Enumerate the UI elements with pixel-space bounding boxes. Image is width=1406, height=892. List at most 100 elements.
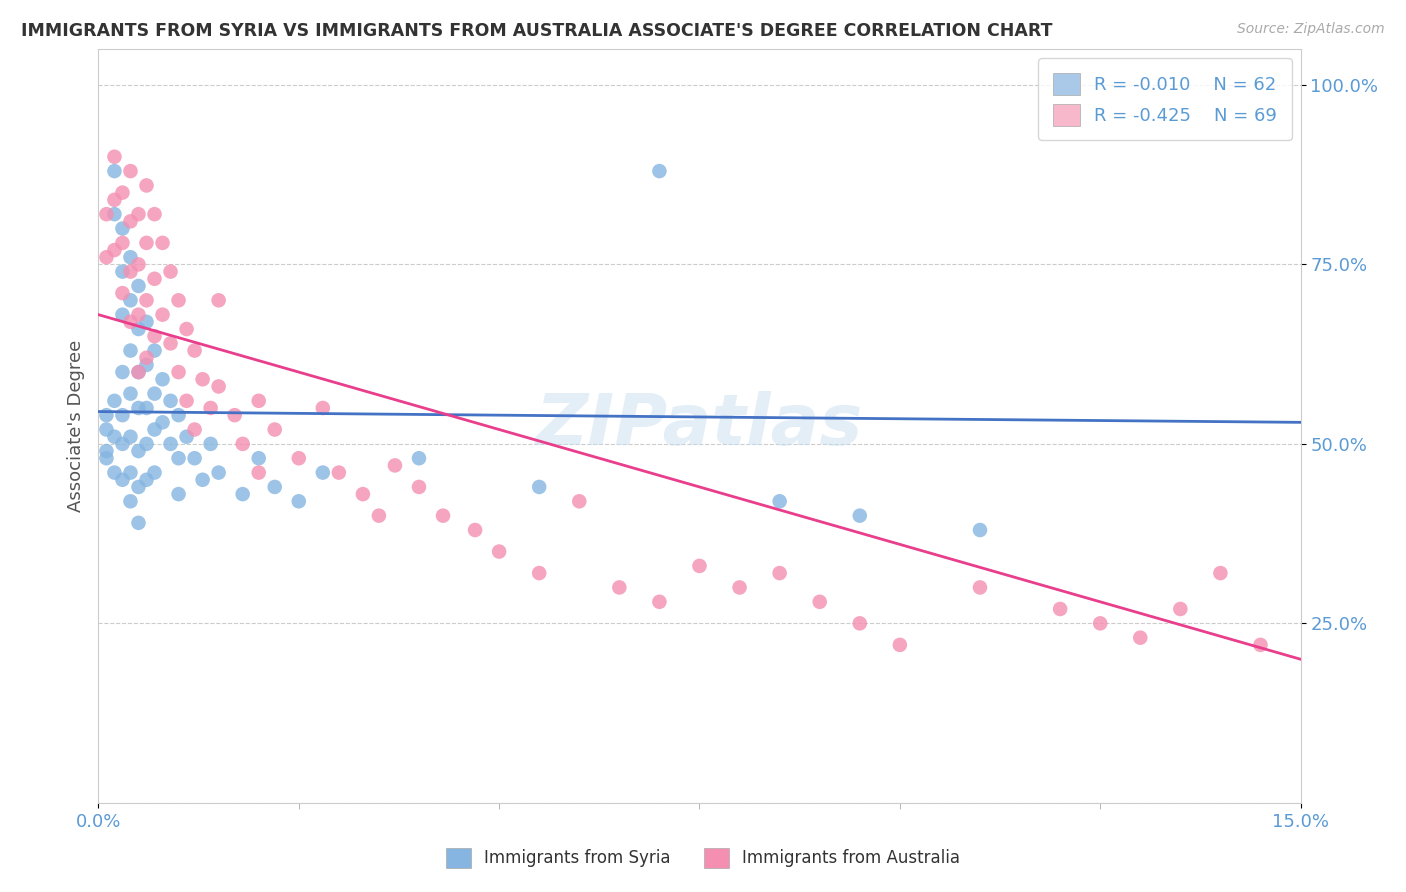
- Point: [167, 293, 190, 308]
- Point: [159, 264, 181, 278]
- Point: [1129, 631, 1152, 645]
- Point: [208, 293, 231, 308]
- Point: [135, 401, 157, 415]
- Point: [135, 315, 157, 329]
- Point: [143, 329, 166, 343]
- Point: [167, 365, 190, 379]
- Point: [609, 581, 631, 595]
- Point: [152, 415, 174, 429]
- Point: [768, 566, 790, 580]
- Point: [96, 207, 118, 221]
- Point: [120, 386, 142, 401]
- Point: [159, 336, 181, 351]
- Point: [103, 150, 125, 164]
- Point: [183, 423, 205, 437]
- Point: [408, 451, 430, 466]
- Point: [152, 372, 174, 386]
- Point: [159, 393, 181, 408]
- Text: IMMIGRANTS FROM SYRIA VS IMMIGRANTS FROM AUSTRALIA ASSOCIATE'S DEGREE CORRELATIO: IMMIGRANTS FROM SYRIA VS IMMIGRANTS FROM…: [21, 22, 1053, 40]
- Point: [176, 322, 198, 336]
- Point: [96, 408, 118, 422]
- Point: [135, 358, 157, 372]
- Point: [135, 235, 157, 250]
- Point: [568, 494, 591, 508]
- Point: [128, 365, 150, 379]
- Point: [111, 264, 134, 278]
- Point: [849, 508, 872, 523]
- Point: [143, 272, 166, 286]
- Point: [128, 308, 150, 322]
- Point: [648, 164, 671, 178]
- Point: [135, 178, 157, 193]
- Point: [200, 401, 222, 415]
- Point: [103, 243, 125, 257]
- Point: [96, 250, 118, 264]
- Point: [128, 444, 150, 458]
- Point: [120, 214, 142, 228]
- Point: [183, 343, 205, 358]
- Point: [135, 437, 157, 451]
- Point: [176, 393, 198, 408]
- Point: [232, 437, 254, 451]
- Point: [288, 494, 311, 508]
- Point: [111, 235, 134, 250]
- Point: [152, 235, 174, 250]
- Point: [408, 480, 430, 494]
- Point: [263, 480, 285, 494]
- Point: [111, 408, 134, 422]
- Point: [128, 322, 150, 336]
- Point: [111, 473, 134, 487]
- Point: [808, 595, 831, 609]
- Point: [183, 451, 205, 466]
- Point: [328, 466, 350, 480]
- Point: [432, 508, 454, 523]
- Point: [208, 466, 231, 480]
- Point: [103, 393, 125, 408]
- Point: [135, 293, 157, 308]
- Point: [128, 516, 150, 530]
- Text: ZIPatlas: ZIPatlas: [536, 392, 863, 460]
- Point: [111, 308, 134, 322]
- Point: [135, 351, 157, 365]
- Point: [688, 558, 710, 573]
- Point: [368, 508, 391, 523]
- Point: [1250, 638, 1272, 652]
- Point: [464, 523, 486, 537]
- Point: [224, 408, 246, 422]
- Point: [103, 193, 125, 207]
- Point: [263, 423, 285, 437]
- Point: [312, 466, 335, 480]
- Point: [159, 437, 181, 451]
- Point: [128, 480, 150, 494]
- Point: [143, 423, 166, 437]
- Point: [96, 451, 118, 466]
- Point: [103, 466, 125, 480]
- Point: [96, 444, 118, 458]
- Point: [288, 451, 311, 466]
- Point: [849, 616, 872, 631]
- Point: [111, 186, 134, 200]
- Point: [120, 250, 142, 264]
- Point: [247, 451, 270, 466]
- Point: [143, 343, 166, 358]
- Point: [120, 264, 142, 278]
- Point: [1170, 602, 1192, 616]
- Point: [191, 372, 214, 386]
- Point: [728, 581, 751, 595]
- Legend: Immigrants from Syria, Immigrants from Australia: Immigrants from Syria, Immigrants from A…: [439, 841, 967, 875]
- Point: [312, 401, 335, 415]
- Point: [128, 279, 150, 293]
- Point: [167, 451, 190, 466]
- Point: [128, 401, 150, 415]
- Point: [488, 544, 510, 558]
- Point: [103, 207, 125, 221]
- Point: [143, 207, 166, 221]
- Point: [1209, 566, 1232, 580]
- Point: [768, 494, 790, 508]
- Point: [232, 487, 254, 501]
- Point: [128, 365, 150, 379]
- Point: [128, 207, 150, 221]
- Point: [1049, 602, 1071, 616]
- Point: [120, 293, 142, 308]
- Y-axis label: Associate's Degree: Associate's Degree: [66, 340, 84, 512]
